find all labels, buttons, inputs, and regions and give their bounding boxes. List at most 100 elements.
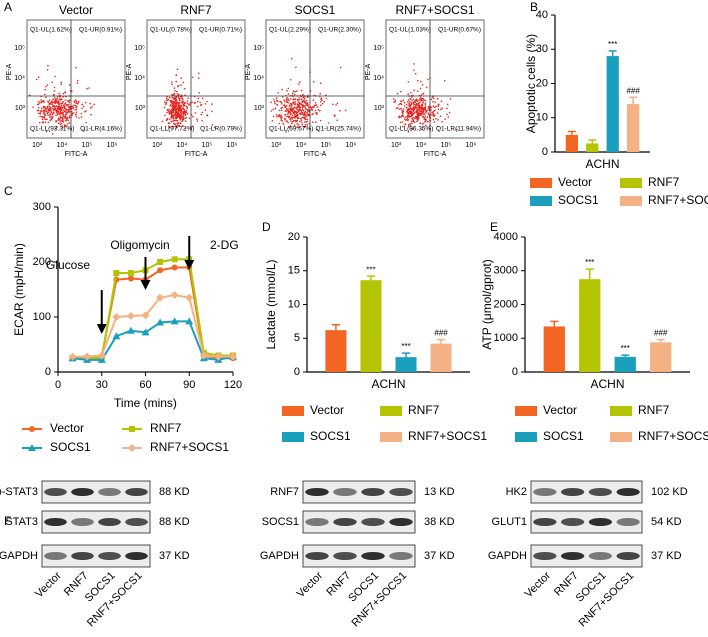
flow-dot (304, 100, 306, 103)
flow-dot (281, 106, 283, 109)
y-axis-label: ECAR (mpH/min) (12, 243, 26, 336)
legend-marker (29, 426, 35, 432)
flow-dot (186, 112, 189, 115)
flow-dot (62, 120, 65, 123)
blot-strip (302, 544, 416, 568)
flow-dot (186, 107, 189, 110)
flow-dot (62, 115, 65, 117)
flow-dot (61, 106, 64, 109)
x-tick-label: 30 (96, 379, 108, 391)
flow-dot (440, 100, 443, 102)
error-bar (550, 320, 559, 327)
flow-dot (414, 72, 417, 75)
flow-dot (184, 101, 187, 104)
flow-dot (59, 123, 62, 126)
flow-dot (177, 107, 180, 109)
flow-dot (300, 103, 303, 106)
flow-dot (409, 123, 412, 125)
annotation: 2-DG (210, 238, 239, 252)
panel-label: C (4, 184, 13, 198)
flow-dot (284, 101, 286, 103)
flow-dot (430, 106, 433, 109)
flow-dot (311, 121, 314, 123)
legend-label: RNF7+SOCS1 (648, 193, 708, 207)
bar (325, 330, 347, 372)
blot-band (616, 518, 640, 526)
flow-dot (438, 103, 440, 106)
flow-dot (396, 92, 399, 95)
flow-dot (409, 101, 411, 103)
blot-band (588, 518, 613, 526)
flow-dot (400, 100, 403, 103)
flow-dot (422, 110, 424, 113)
flow-dot (320, 101, 322, 103)
flow-dot (58, 105, 60, 108)
legend-swatch (380, 432, 402, 442)
blot-band (125, 552, 148, 560)
flow-y-tick: 10³ (15, 105, 26, 112)
series-line (72, 266, 233, 360)
flow-dot (292, 98, 295, 100)
flow-dot (52, 98, 54, 100)
marker (214, 352, 223, 361)
flow-dot (410, 115, 412, 117)
flow-dot (334, 115, 336, 117)
flow-dot (48, 110, 50, 112)
protein-label: GAPDH (488, 550, 527, 562)
flow-dot (422, 123, 424, 125)
flow-dot (413, 89, 415, 91)
flow-dot (418, 103, 420, 106)
blot-band (361, 488, 385, 496)
flow-dot (66, 116, 69, 119)
flow-dot (294, 98, 297, 100)
flow-dot (74, 104, 77, 107)
flow-dot (165, 97, 168, 99)
flow-dot (180, 115, 182, 118)
size-label: 37 KD (651, 550, 682, 562)
flow-dot (66, 111, 69, 114)
flow-dot (65, 103, 67, 106)
flow-dot (317, 109, 320, 111)
flow-dot (286, 115, 288, 118)
flow-dot (311, 106, 313, 109)
flow-dot (300, 119, 303, 122)
flow-dot (182, 103, 185, 105)
flow-dot (178, 109, 180, 111)
y-tick-label: 1000 (494, 332, 518, 344)
blot-strip (530, 480, 643, 504)
flow-dot (278, 109, 281, 112)
bar (650, 342, 672, 372)
flow-dot (407, 81, 410, 83)
legend-label: SOCS1 (310, 429, 351, 443)
flow-dot (400, 116, 403, 118)
flow-dot (51, 81, 53, 83)
flow-dot (298, 98, 300, 101)
flow-dot (178, 113, 180, 115)
flow-dot (439, 115, 442, 117)
blot-band (44, 552, 67, 560)
blot-band (44, 518, 67, 526)
blot-strip (41, 544, 151, 568)
flow-dot (189, 102, 191, 104)
blot-band (389, 518, 413, 526)
flow-dot (73, 100, 75, 102)
flow-dot (312, 112, 315, 115)
flow-dot (182, 117, 185, 120)
flow-dot (292, 90, 295, 92)
flow-dot (291, 117, 294, 119)
flow-dot (62, 96, 64, 98)
flow-dot (93, 103, 95, 106)
blot-band (616, 488, 640, 496)
flow-dot (441, 107, 443, 109)
flow-dot (286, 96, 288, 99)
flow-dot (394, 99, 397, 102)
flow-dot (60, 108, 62, 111)
flow-dot (71, 112, 74, 115)
blot-band (533, 552, 557, 560)
flow-dot (172, 108, 175, 111)
flow-dot (166, 118, 168, 121)
flow-dot (46, 111, 49, 113)
flow-dot (296, 111, 299, 114)
flow-dot (286, 101, 289, 104)
flow-dot (75, 108, 78, 111)
